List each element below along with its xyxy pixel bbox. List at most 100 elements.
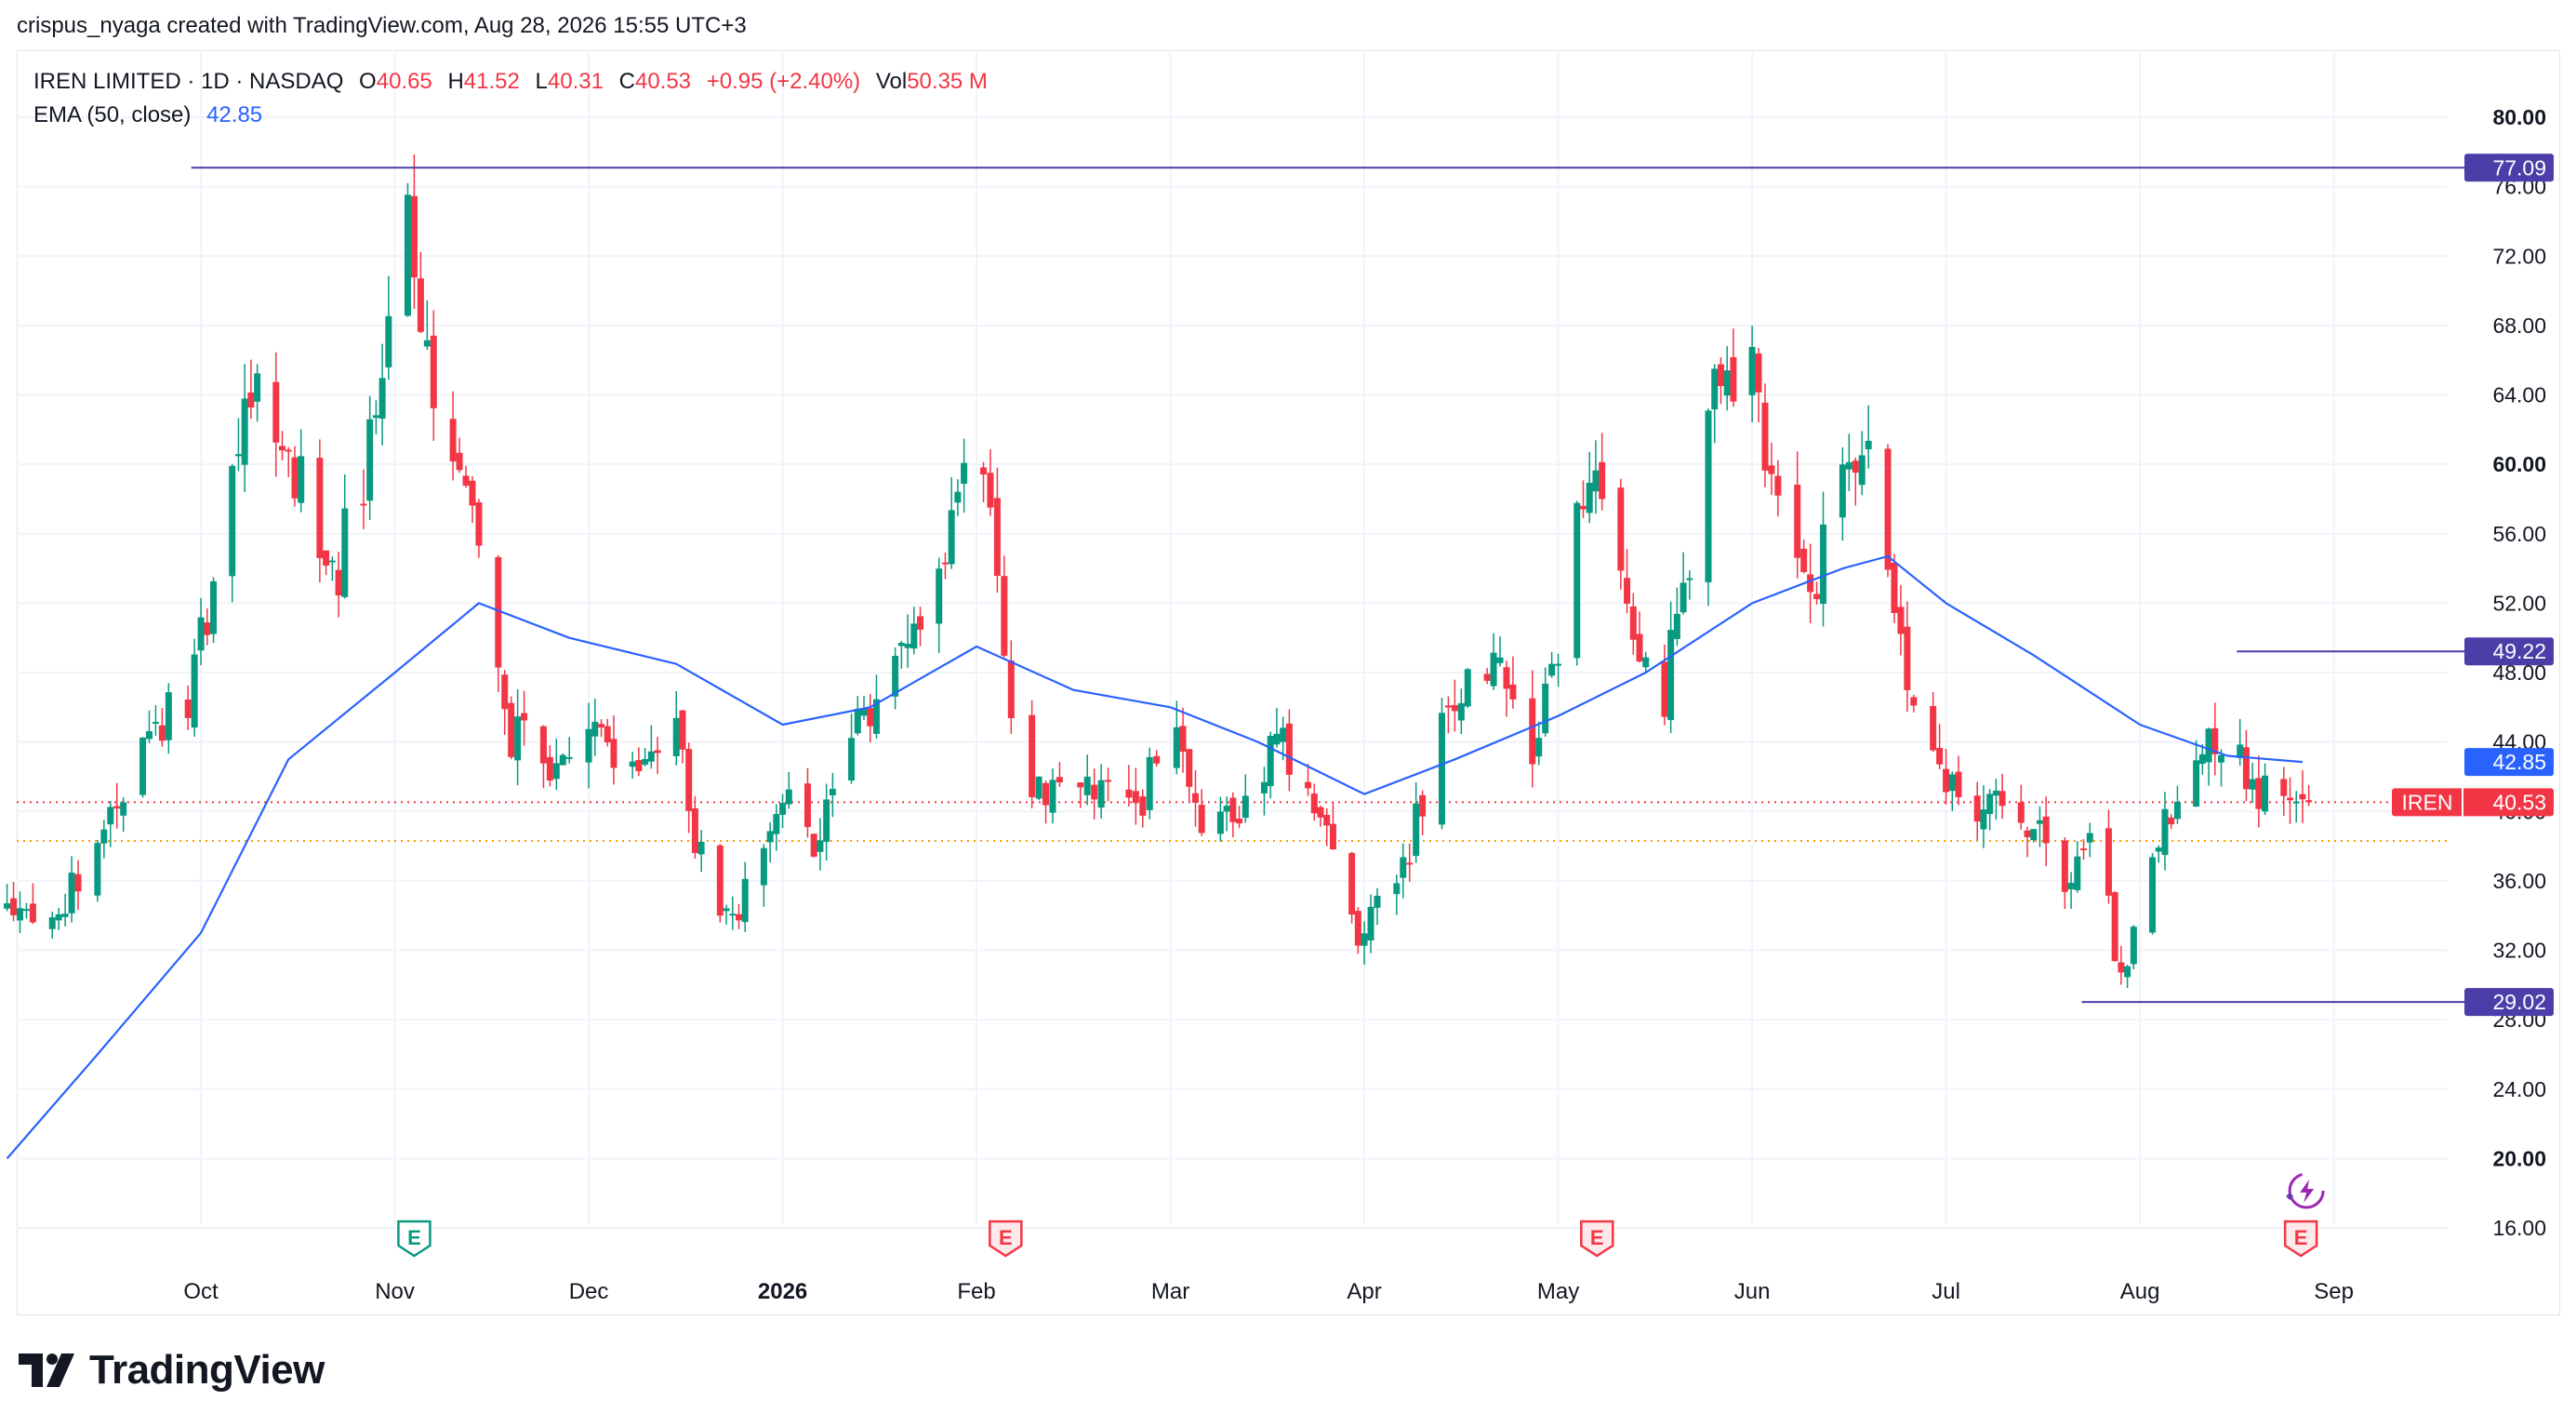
- candle[interactable]: [1998, 773, 2006, 820]
- candle[interactable]: [552, 739, 560, 791]
- candle[interactable]: [1548, 651, 1556, 678]
- candle[interactable]: [1839, 447, 1846, 541]
- candle[interactable]: [1035, 776, 1042, 801]
- candle[interactable]: [980, 461, 988, 503]
- candle[interactable]: [1858, 431, 1866, 496]
- candle[interactable]: [1083, 754, 1091, 806]
- candle[interactable]: [378, 343, 386, 446]
- candle[interactable]: [2292, 791, 2300, 823]
- candle[interactable]: [410, 153, 418, 309]
- candle[interactable]: [1711, 364, 1719, 444]
- candle[interactable]: [1077, 782, 1084, 808]
- candle[interactable]: [1400, 843, 1407, 899]
- candle[interactable]: [1599, 433, 1606, 511]
- candle[interactable]: [1717, 357, 1724, 405]
- candles[interactable]: [4, 153, 2313, 989]
- candle[interactable]: [2017, 784, 2025, 830]
- candle[interactable]: [1573, 500, 1581, 666]
- candle[interactable]: [285, 447, 292, 477]
- candle[interactable]: [1310, 783, 1318, 821]
- candle[interactable]: [1943, 748, 1950, 805]
- candle[interactable]: [598, 719, 605, 738]
- candle[interactable]: [1267, 731, 1274, 799]
- candle[interactable]: [1865, 405, 1872, 469]
- candle[interactable]: [1105, 767, 1112, 802]
- candle[interactable]: [1374, 887, 1381, 926]
- candle[interactable]: [1496, 635, 1504, 667]
- candle[interactable]: [1260, 767, 1268, 816]
- candle[interactable]: [247, 359, 255, 420]
- candle[interactable]: [1444, 696, 1452, 734]
- candle[interactable]: [152, 705, 159, 736]
- candle[interactable]: [1419, 790, 1427, 835]
- candle[interactable]: [2262, 763, 2269, 815]
- candle[interactable]: [1774, 460, 1782, 517]
- candle[interactable]: [697, 830, 705, 873]
- candle[interactable]: [234, 418, 242, 472]
- candle[interactable]: [1592, 440, 1600, 514]
- candle[interactable]: [1535, 721, 1543, 766]
- candle[interactable]: [2161, 792, 2169, 871]
- candle[interactable]: [1029, 700, 1036, 808]
- tradingview-logo[interactable]: TradingView: [19, 1347, 325, 1394]
- candle[interactable]: [591, 698, 599, 756]
- candle[interactable]: [1280, 716, 1287, 761]
- candle[interactable]: [810, 833, 817, 858]
- y-axis[interactable]: 16.0020.0024.0028.0032.0036.0040.0044.00…: [2492, 105, 2546, 1240]
- candle[interactable]: [4, 884, 11, 912]
- candle[interactable]: [204, 607, 211, 646]
- candle[interactable]: [1186, 748, 1193, 802]
- candle[interactable]: [629, 752, 636, 780]
- candle[interactable]: [679, 710, 686, 764]
- candle[interactable]: [341, 473, 349, 599]
- level-tag[interactable]: 77.09: [2464, 153, 2554, 182]
- candle[interactable]: [565, 737, 573, 764]
- candle[interactable]: [1680, 552, 1687, 615]
- candle[interactable]: [2036, 806, 2043, 847]
- candle[interactable]: [546, 745, 553, 787]
- candle[interactable]: [1642, 651, 1650, 674]
- candle[interactable]: [1001, 555, 1008, 658]
- candle[interactable]: [1329, 802, 1336, 850]
- candle[interactable]: [917, 607, 924, 647]
- candle[interactable]: [1413, 781, 1420, 863]
- candle[interactable]: [1223, 796, 1230, 832]
- candle[interactable]: [1317, 806, 1324, 827]
- candle[interactable]: [691, 795, 698, 859]
- candle[interactable]: [229, 463, 236, 603]
- candle[interactable]: [1146, 747, 1153, 820]
- candle[interactable]: [1198, 789, 1205, 836]
- candle[interactable]: [559, 753, 566, 766]
- candle[interactable]: [904, 614, 911, 668]
- candle[interactable]: [1661, 644, 1668, 726]
- candle[interactable]: [539, 725, 547, 789]
- candle[interactable]: [1748, 326, 1756, 422]
- candle[interactable]: [360, 469, 367, 529]
- candle[interactable]: [279, 431, 286, 460]
- candle[interactable]: [585, 702, 592, 789]
- candle[interactable]: [514, 688, 522, 786]
- candle[interactable]: [508, 696, 515, 760]
- candle[interactable]: [1629, 593, 1637, 655]
- candle[interactable]: [501, 670, 509, 736]
- candle[interactable]: [456, 437, 463, 473]
- candle[interactable]: [254, 364, 261, 422]
- candle[interactable]: [22, 902, 30, 919]
- candle[interactable]: [987, 448, 994, 516]
- candle[interactable]: [803, 767, 811, 838]
- candle[interactable]: [1049, 768, 1056, 824]
- candle[interactable]: [1845, 433, 1852, 491]
- candle[interactable]: [941, 552, 949, 580]
- candle[interactable]: [817, 818, 824, 871]
- candle[interactable]: [2074, 841, 2081, 893]
- candle[interactable]: [773, 804, 780, 851]
- candle[interactable]: [1509, 656, 1517, 709]
- candle[interactable]: [1393, 874, 1401, 915]
- candle[interactable]: [100, 820, 108, 859]
- candle[interactable]: [1236, 806, 1243, 829]
- candle[interactable]: [417, 251, 424, 334]
- candle[interactable]: [1686, 570, 1693, 600]
- candle[interactable]: [1216, 796, 1224, 842]
- candle[interactable]: [1884, 444, 1892, 578]
- candle[interactable]: [741, 861, 749, 932]
